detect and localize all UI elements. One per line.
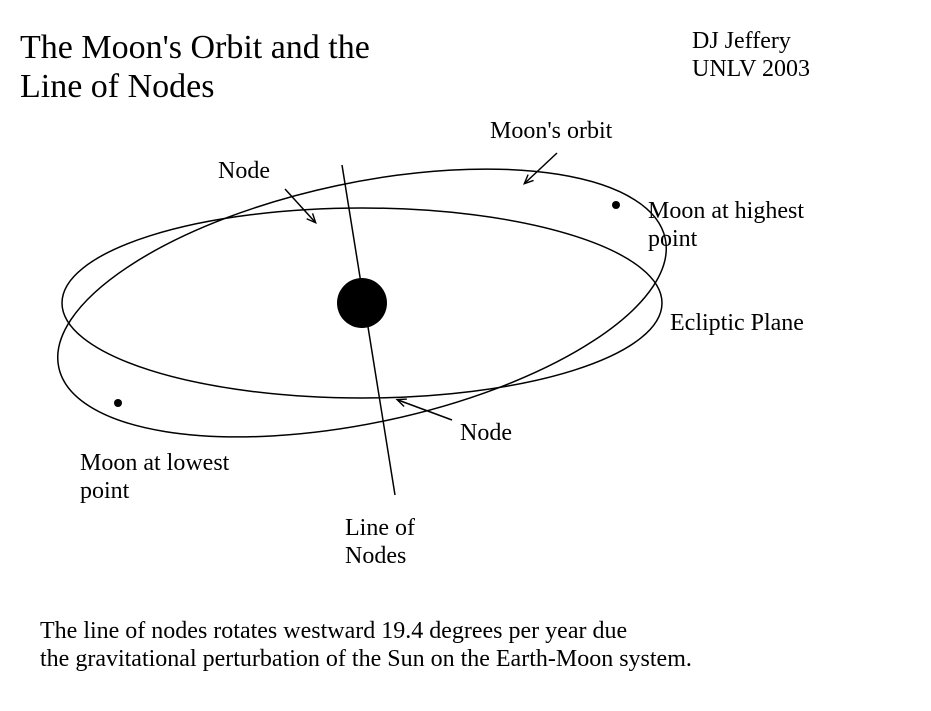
caption-text: The line of nodes rotates westward 19.4 …: [40, 618, 692, 673]
label-ecliptic-plane: Ecliptic Plane: [670, 310, 804, 338]
moon-highest-dot: [612, 201, 620, 209]
line-of-nodes: [342, 165, 395, 495]
label-node-bottom: Node: [460, 420, 512, 448]
arrow-moons-orbit: [525, 153, 557, 183]
arrow-node-bottom: [398, 400, 452, 420]
moon-lowest-dot: [114, 399, 122, 407]
label-moon-lowest: Moon at lowest point: [80, 450, 229, 505]
label-moons-orbit: Moon's orbit: [490, 118, 612, 146]
label-node-top: Node: [218, 158, 270, 186]
earth-icon: [337, 278, 387, 328]
page-title: The Moon's Orbit and the Line of Nodes: [20, 28, 370, 106]
orbit-diagram: [0, 0, 931, 711]
label-line-of-nodes: Line of Nodes: [345, 515, 415, 570]
label-moon-highest: Moon at highest point: [648, 198, 804, 253]
credit-text: DJ Jeffery UNLV 2003: [692, 28, 810, 83]
